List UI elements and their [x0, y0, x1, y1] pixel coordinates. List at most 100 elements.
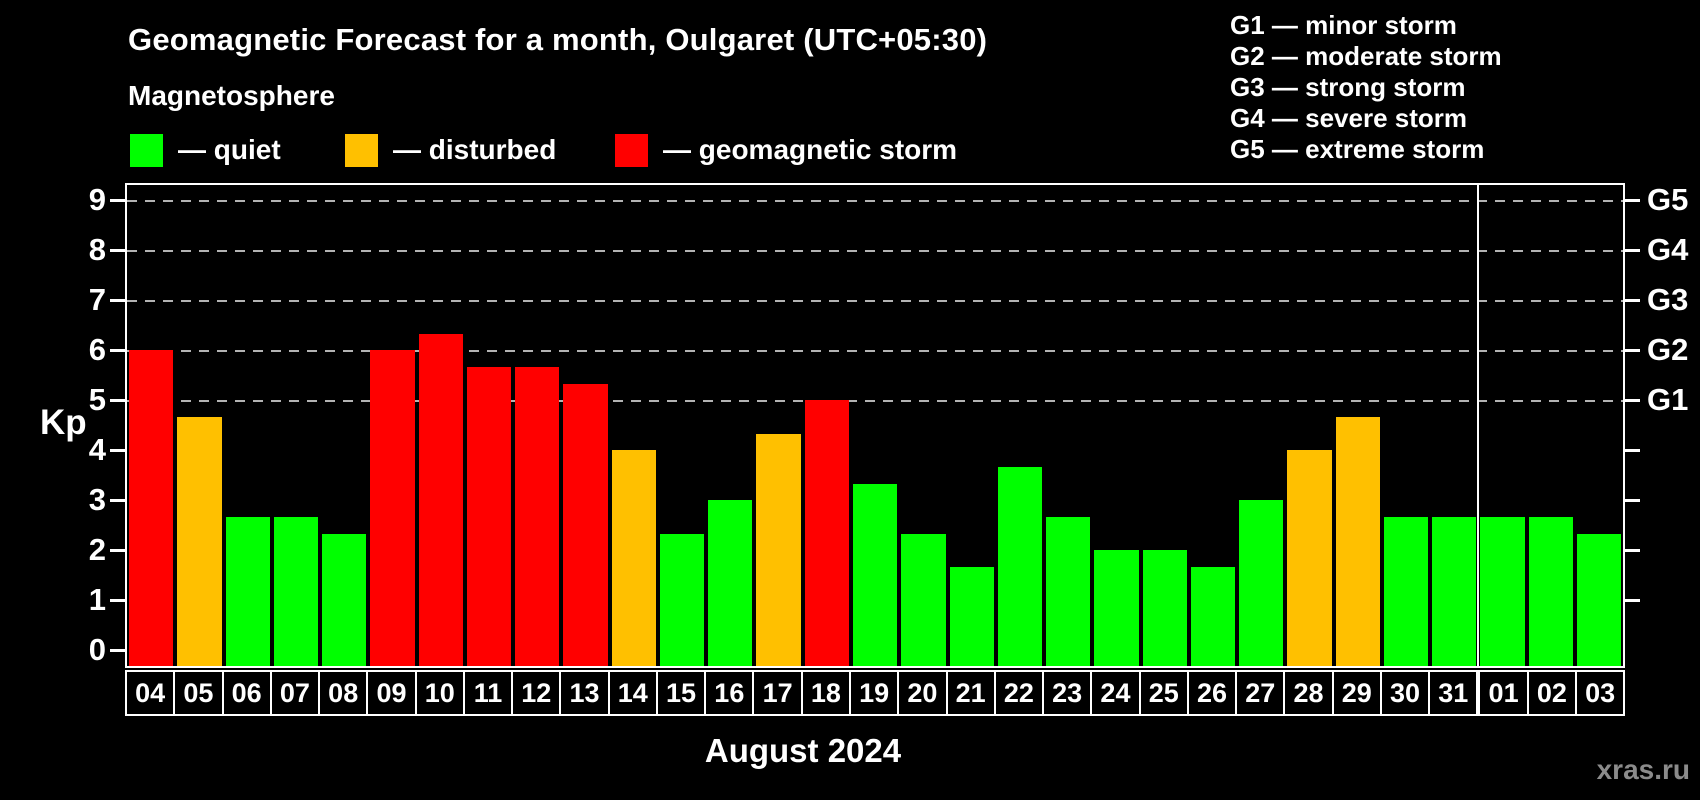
quiet-swatch-icon	[130, 133, 163, 167]
bar-slot-15	[658, 185, 706, 666]
date-cell-01: 01	[1476, 670, 1529, 716]
left-tick-1	[110, 599, 125, 602]
y-tick-label-3: 3	[88, 482, 106, 517]
date-cell-06: 06	[221, 670, 272, 716]
page-title: Geomagnetic Forecast for a month, Oulgar…	[128, 22, 988, 57]
right-tick-4	[1625, 449, 1640, 452]
kp-bar-29	[1335, 416, 1380, 666]
kp-bar-02	[1528, 516, 1573, 666]
kp-bar-11	[466, 366, 512, 666]
legend-label-quiet: — quiet	[178, 134, 281, 165]
y-tick-label-9: 9	[88, 182, 106, 217]
date-cell-30: 30	[1379, 670, 1431, 716]
left-tick-8	[110, 249, 125, 252]
legend-item-storm: — geomagnetic storm	[615, 133, 957, 167]
kp-bar-16	[708, 500, 753, 666]
kp-bar-22	[997, 466, 1043, 666]
right-tick-8	[1625, 249, 1640, 252]
kp-bar-30	[1383, 516, 1429, 666]
right-tick-2	[1625, 549, 1640, 552]
bar-slot-09	[368, 185, 416, 666]
left-tick-9	[110, 199, 125, 202]
g-scale-label-g2: G2	[1647, 332, 1689, 367]
bar-slot-29	[1334, 185, 1382, 666]
kp-bar-19	[852, 483, 898, 666]
bar-slot-07	[272, 185, 320, 666]
disturbed-swatch-icon	[345, 133, 378, 167]
bar-slot-08	[320, 185, 368, 666]
bar-slot-31	[1430, 185, 1478, 666]
date-cell-11: 11	[462, 670, 514, 716]
date-cell-09: 09	[366, 670, 417, 716]
date-axis: 04 05 06 07 08 09 10 11 12 13 14 15 16 17 18 19 20 21 22 23…	[125, 670, 1626, 716]
month-separator-line	[1477, 185, 1480, 666]
g-scale-label-g1: G1	[1647, 382, 1689, 417]
left-tick-2	[110, 549, 125, 552]
kp-bar-27	[1239, 500, 1284, 666]
plot-area	[125, 183, 1625, 668]
bar-slot-20	[899, 185, 947, 666]
kp-bar-04	[129, 350, 174, 666]
legend-label-disturbed: — disturbed	[393, 134, 557, 165]
y-tick-label-6: 6	[88, 332, 106, 367]
kp-bar-10	[418, 333, 463, 666]
left-tick-4	[110, 449, 125, 452]
bar-slot-05	[175, 185, 223, 666]
kp-bar-07	[273, 516, 319, 666]
kp-bar-20	[901, 533, 946, 666]
date-cell-22: 22	[993, 670, 1045, 716]
gridline-kp8	[127, 250, 1623, 252]
gridline-kp5	[127, 400, 1623, 402]
right-tick-5	[1625, 399, 1640, 402]
kp-bar-24	[1094, 550, 1139, 666]
bar-slot-23	[1044, 185, 1092, 666]
bar-slot-13	[561, 185, 609, 666]
date-cell-15: 15	[655, 670, 707, 716]
y-tick-label-5: 5	[88, 382, 106, 417]
date-cell-14: 14	[607, 670, 658, 716]
kp-bar-18	[804, 400, 849, 666]
kp-bar-25	[1142, 550, 1187, 666]
month-caption: August 2024	[704, 732, 902, 769]
g-scale-label-g4: G4	[1647, 232, 1689, 267]
bar-slot-04	[127, 185, 175, 666]
kp-bar-17	[756, 433, 801, 666]
date-cell-18: 18	[800, 670, 851, 716]
date-cell-12: 12	[511, 670, 562, 716]
right-tick-6	[1625, 349, 1640, 352]
bar-slot-03	[1575, 185, 1623, 666]
gridline-kp9	[127, 200, 1623, 202]
date-cell-24: 24	[1090, 670, 1141, 716]
bar-slot-17	[754, 185, 802, 666]
bar-slot-25	[1141, 185, 1189, 666]
kp-bar-15	[659, 533, 705, 666]
right-tick-9	[1625, 199, 1640, 202]
kp-bar-01	[1480, 516, 1525, 666]
date-cell-03: 03	[1574, 670, 1626, 716]
date-cell-04: 04	[125, 670, 176, 716]
kp-bar-23	[1046, 516, 1091, 666]
date-cell-28: 28	[1283, 670, 1334, 716]
y-axis-title: Kp	[40, 403, 87, 442]
left-tick-0	[110, 649, 125, 652]
g-scale-label-g5: G5	[1647, 182, 1689, 217]
storm-swatch-icon	[615, 133, 648, 167]
kp-bar-09	[370, 350, 415, 666]
y-tick-label-8: 8	[88, 232, 106, 267]
bar-slot-11	[465, 185, 513, 666]
right-tick-1	[1625, 599, 1640, 602]
bar-slot-16	[706, 185, 754, 666]
kp-bar-21	[949, 566, 994, 666]
bar-slot-21	[948, 185, 996, 666]
date-cell-21: 21	[945, 670, 996, 716]
left-tick-3	[110, 499, 125, 502]
storm-scale-g4: G4 — severe storm	[1230, 103, 1468, 133]
bar-slot-12	[513, 185, 561, 666]
kp-bar-26	[1190, 566, 1236, 666]
storm-scale-legend: G1 — minor storm G2 — moderate storm G3 …	[1230, 10, 1502, 165]
date-cell-29: 29	[1331, 670, 1382, 716]
bar-slot-28	[1285, 185, 1333, 666]
legend-item-quiet: — quiet	[130, 133, 281, 167]
date-cell-05: 05	[173, 670, 224, 716]
